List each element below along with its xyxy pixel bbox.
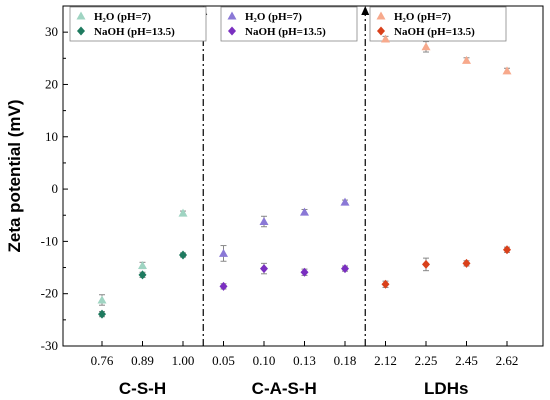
diamond-marker bbox=[422, 259, 430, 269]
x-tick-label: 0.89 bbox=[131, 353, 154, 368]
data-marks bbox=[97, 34, 512, 319]
diamond-marker bbox=[228, 26, 236, 36]
triangle-marker bbox=[340, 197, 350, 206]
triangle-marker bbox=[502, 66, 512, 75]
diamond-marker bbox=[179, 250, 187, 260]
legend-box bbox=[369, 6, 507, 42]
y-tick-label: 10 bbox=[45, 129, 58, 144]
triangle-marker bbox=[376, 11, 386, 20]
y-tick-label: 30 bbox=[45, 24, 58, 39]
x-tick-label: 2.12 bbox=[374, 353, 397, 368]
triangle-marker bbox=[462, 55, 471, 64]
x-tick-label: 0.18 bbox=[334, 353, 357, 368]
diamond-marker bbox=[138, 270, 147, 280]
diamond-marker bbox=[77, 26, 85, 36]
diamond-marker bbox=[300, 267, 309, 277]
y-tick-label: -20 bbox=[41, 286, 58, 301]
x-tick-label: 0.76 bbox=[91, 353, 114, 368]
x-tick-label: 0.13 bbox=[293, 353, 316, 368]
triangle-marker bbox=[76, 11, 86, 20]
legend-entry: H₂O (pH=7) bbox=[245, 11, 302, 23]
triangle-marker bbox=[259, 217, 269, 226]
triangle-marker bbox=[300, 207, 309, 216]
group-label: LDHs bbox=[424, 379, 468, 398]
x-axis: 0.76 0.89 1.00 0.05 0.10 0.13 0.18 2.12 2.25 2.45… bbox=[91, 341, 519, 368]
diamond-marker bbox=[503, 245, 511, 255]
y-tick-label: 0 bbox=[52, 181, 59, 196]
x-tick-label: 2.25 bbox=[415, 353, 438, 368]
y-tick-label: 20 bbox=[45, 76, 58, 91]
legends: H₂O (pH=7) NaOH (pH=13.5) H₂O (pH=7) NaOH (… bbox=[69, 6, 507, 42]
y-tick-label: -10 bbox=[41, 233, 58, 248]
legend-box bbox=[69, 6, 207, 42]
x-tick-label: 2.45 bbox=[455, 353, 478, 368]
legend-entry: H₂O (pH=7) bbox=[394, 11, 451, 23]
triangle-marker bbox=[227, 11, 237, 20]
diamond-marker bbox=[381, 279, 390, 289]
y-tick-label: -30 bbox=[41, 338, 58, 353]
legend-box bbox=[220, 6, 358, 42]
legend-entry: NaOH (pH=13.5) bbox=[94, 26, 175, 38]
diamond-marker bbox=[377, 26, 385, 36]
plot-area bbox=[62, 5, 544, 347]
triangle-marker bbox=[138, 260, 147, 269]
triangle-marker bbox=[381, 34, 390, 43]
diamond-marker bbox=[219, 281, 228, 291]
legend-entry: NaOH (pH=13.5) bbox=[394, 26, 475, 38]
group-divider-arrow bbox=[361, 6, 370, 15]
x-tick-label: 1.00 bbox=[172, 353, 195, 368]
group-label: C-S-H bbox=[119, 379, 166, 398]
legend-entry: NaOH (pH=13.5) bbox=[245, 26, 326, 38]
triangle-marker bbox=[97, 295, 107, 304]
diamond-marker bbox=[462, 258, 471, 268]
triangle-marker bbox=[178, 208, 188, 217]
x-tick-label: 0.10 bbox=[253, 353, 276, 368]
triangle-marker bbox=[219, 248, 228, 257]
x-tick-label: 2.62 bbox=[496, 353, 519, 368]
diamond-marker bbox=[98, 309, 106, 319]
group-label: C-A-S-H bbox=[252, 379, 317, 398]
x-tick-label: 0.05 bbox=[212, 353, 235, 368]
y-axis: -30 -20 -10 0 10 20 30 bbox=[41, 24, 68, 353]
triangle-marker bbox=[421, 42, 431, 51]
y-axis-label: Zeta potential (mV) bbox=[5, 99, 24, 252]
diamond-marker bbox=[260, 264, 268, 274]
diamond-marker bbox=[341, 264, 349, 274]
group-labels: C-S-H C-A-S-H LDHs bbox=[119, 379, 469, 398]
legend-entry: H₂O (pH=7) bbox=[94, 11, 151, 23]
